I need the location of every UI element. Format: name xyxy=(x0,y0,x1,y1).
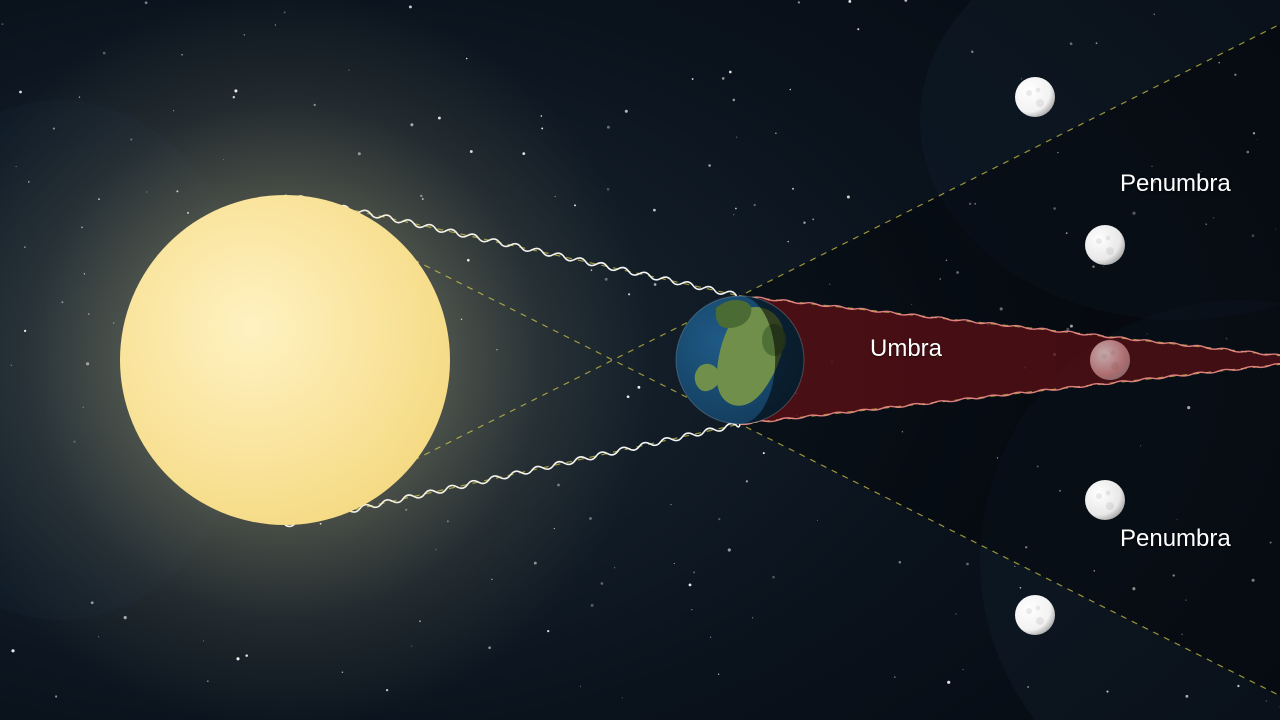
eclipse-diagram: Umbra Penumbra Penumbra xyxy=(0,0,1280,720)
moon-penumbral xyxy=(1085,480,1125,520)
penumbra-bottom-label: Penumbra xyxy=(1120,525,1231,553)
moon-full xyxy=(1015,595,1055,635)
umbra-label: Umbra xyxy=(870,335,942,363)
moon-penumbral xyxy=(1085,225,1125,265)
sun xyxy=(120,195,450,525)
penumbra-top-label: Penumbra xyxy=(1120,170,1231,198)
moon-umbral xyxy=(1090,340,1130,380)
earth xyxy=(676,296,804,424)
diagram-svg xyxy=(0,0,1280,720)
moon-full xyxy=(1015,77,1055,117)
